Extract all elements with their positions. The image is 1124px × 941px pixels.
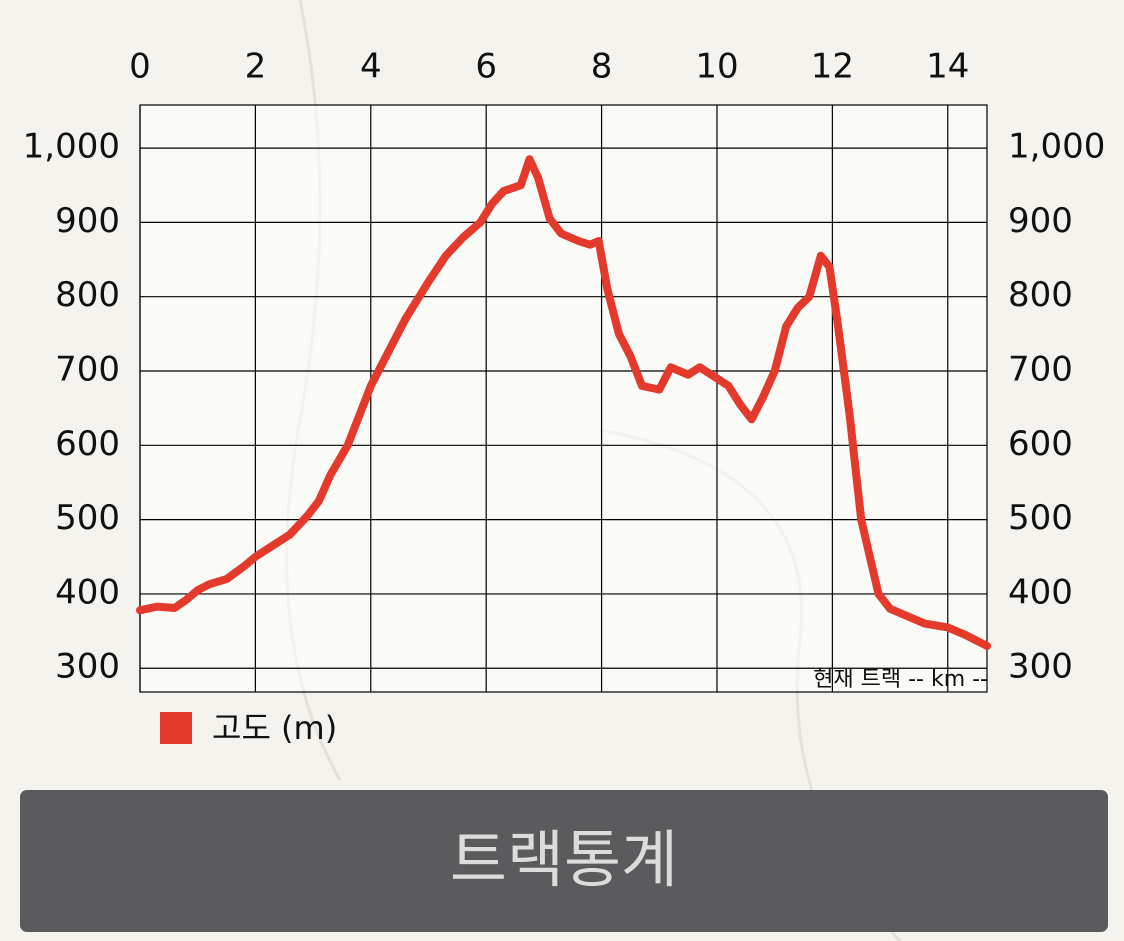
y-tick-label: 1,000 bbox=[23, 127, 120, 167]
x-tick-label: 10 bbox=[695, 47, 738, 87]
y2-tick-label: 900 bbox=[1008, 201, 1073, 241]
y2-tick-label: 600 bbox=[1008, 424, 1073, 464]
y-tick-label: 300 bbox=[55, 647, 120, 687]
y2-tick-label: 700 bbox=[1008, 350, 1073, 390]
plot-area bbox=[139, 104, 988, 693]
elevation-line bbox=[136, 155, 991, 650]
legend-label: 고도 (m) bbox=[212, 709, 337, 747]
y-tick-label: 800 bbox=[55, 275, 120, 315]
plot: 0 2 4 6 8 10 12 14 300 400 500 600 700 800 900 1,000 300… bbox=[23, 47, 1105, 692]
x-tick-label: 0 bbox=[129, 47, 151, 87]
y2-tick-label: 800 bbox=[1008, 275, 1073, 315]
y-tick-label: 700 bbox=[55, 350, 120, 390]
y2-tick-label: 1,000 bbox=[1008, 127, 1105, 167]
stats-button[interactable] bbox=[20, 790, 1108, 932]
y2-tick-label: 500 bbox=[1008, 498, 1073, 538]
x-tick-label: 4 bbox=[360, 47, 382, 87]
y2-tick-label: 300 bbox=[1008, 647, 1073, 687]
y2-tick-label: 400 bbox=[1008, 572, 1073, 612]
x-tick-label: 14 bbox=[926, 47, 969, 87]
y-tick-label: 400 bbox=[55, 572, 120, 612]
button-label[interactable]: 트랙통계 bbox=[450, 823, 678, 896]
y-tick-label: 900 bbox=[55, 201, 120, 241]
legend-swatch bbox=[160, 712, 192, 744]
x-tick-label: 12 bbox=[811, 47, 854, 87]
y-tick-label: 600 bbox=[55, 424, 120, 464]
x-tick-label: 6 bbox=[475, 47, 497, 87]
x-tick-label: 2 bbox=[245, 47, 267, 87]
annotation: 현재 트랙 -- km -- bbox=[813, 667, 988, 692]
x-tick-label: 8 bbox=[591, 47, 613, 87]
y-tick-label: 500 bbox=[55, 498, 120, 538]
